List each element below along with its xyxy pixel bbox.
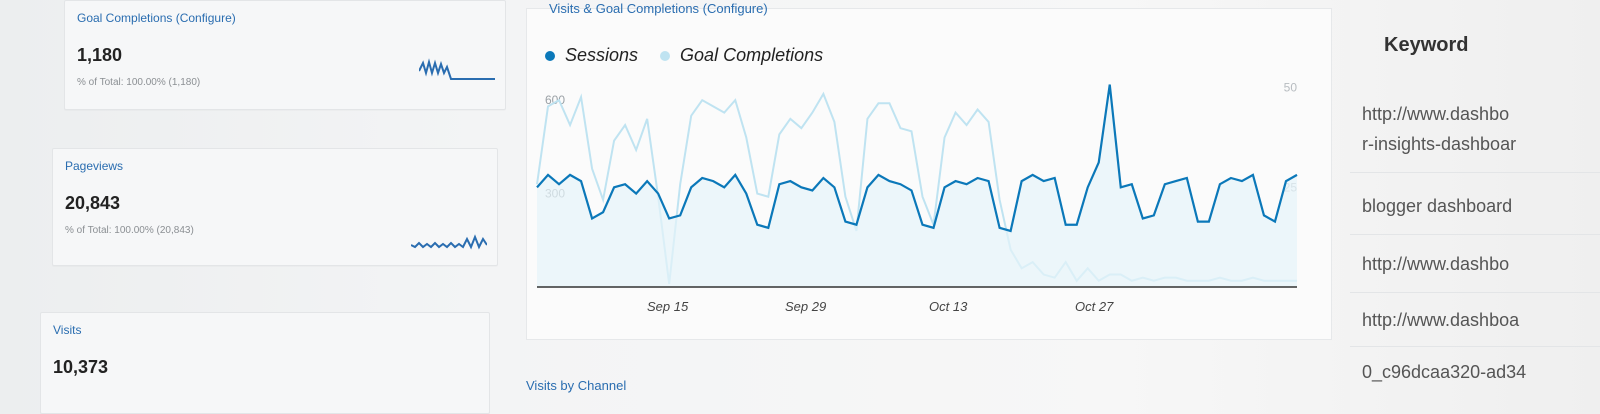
chart-panel: Visits & Goal Completions (Configure) Se… xyxy=(526,1,1332,340)
sparkline xyxy=(411,234,487,250)
metric-title[interactable]: Goal Completions (Configure) xyxy=(77,11,236,25)
x-axis-tick-label: Sep 29 xyxy=(785,299,826,314)
metric-subtext: % of Total: 100.00% (20,843) xyxy=(65,225,194,236)
chart-header[interactable]: Visits & Goal Completions (Configure) xyxy=(549,1,768,16)
series-area-sessions xyxy=(537,84,1297,287)
metric-card-goal-completions[interactable]: Goal Completions (Configure) 1,180 % of … xyxy=(64,0,506,110)
keyword-row[interactable]: r-insights-dashboar xyxy=(1362,134,1517,154)
keyword-row[interactable]: blogger dashboard xyxy=(1362,196,1513,216)
metric-title[interactable]: Pageviews xyxy=(65,159,124,173)
y-axis-tick-label: 600 xyxy=(545,93,565,107)
legend-swatch xyxy=(545,50,555,61)
metric-value: 10,373 xyxy=(53,357,109,377)
y-axis-right-tick-label: 50 xyxy=(1284,81,1298,95)
metrics-column: Goal Completions (Configure) 1,180 % of … xyxy=(0,0,520,414)
legend-swatch xyxy=(660,50,671,61)
metric-title[interactable]: Visits xyxy=(53,323,82,337)
keyword-column-header[interactable]: Keyword xyxy=(1384,34,1469,56)
legend-label: Sessions xyxy=(565,45,639,65)
x-axis-tick-label: Sep 15 xyxy=(647,299,689,314)
series-line-sessions xyxy=(536,84,1298,233)
row-divider xyxy=(1350,292,1600,293)
metric-card-visits[interactable]: Visits 10,373 xyxy=(40,312,490,414)
metric-card-pageviews[interactable]: Pageviews 20,843 % of Total: 100.00% (20… xyxy=(52,148,498,266)
row-divider xyxy=(1350,346,1600,347)
x-axis-tick-label: Oct 13 xyxy=(929,299,968,314)
legend-item-sessions[interactable]: Sessions xyxy=(545,45,638,66)
keyword-row[interactable]: http://www.dashbo xyxy=(1362,104,1510,124)
x-axis-tick-label: Oct 27 xyxy=(1075,299,1114,314)
metric-value: 20,843 xyxy=(65,193,121,213)
metric-value: 1,180 xyxy=(77,45,123,65)
row-divider xyxy=(1350,172,1600,173)
keyword-row[interactable]: 0_c96dcaa320-ad34 xyxy=(1362,362,1527,382)
keyword-row[interactable]: http://www.dashboa xyxy=(1362,310,1520,330)
keyword-row[interactable]: http://www.dashbo xyxy=(1362,254,1510,274)
section-title-visits-by-channel[interactable]: Visits by Channel xyxy=(526,378,627,393)
legend-item-goal-completions[interactable]: Goal Completions xyxy=(660,45,823,66)
legend-label: Goal Completions xyxy=(680,45,824,65)
row-divider xyxy=(1350,234,1600,235)
keywords-column: Keyword http://www.dashbo r-insights-das… xyxy=(1340,0,1600,400)
sparkline xyxy=(419,58,495,80)
chart-legend: Sessions Goal Completions xyxy=(545,45,823,66)
metric-subtext: % of Total: 100.00% (1,180) xyxy=(77,77,201,88)
